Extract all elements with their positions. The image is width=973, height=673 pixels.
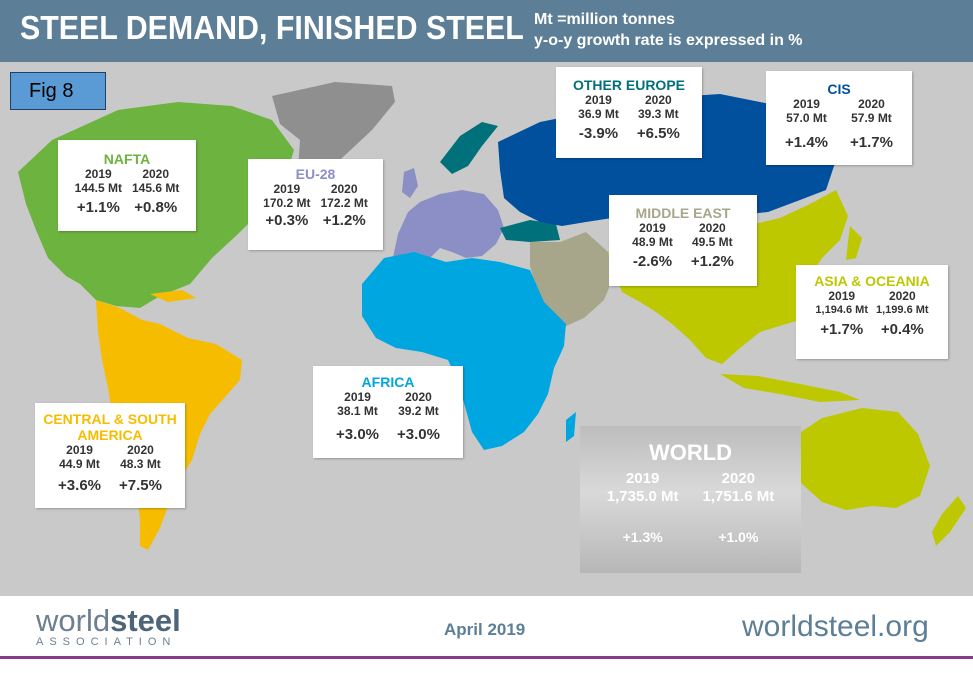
page-title: STEEL DEMAND, FINISHED STEEL xyxy=(20,9,524,46)
csa-box: CENTRAL & SOUTH AMERICA 2019 44.9 Mt +3.… xyxy=(35,403,185,508)
world-value-2020: 1,751.6 Mt xyxy=(702,488,775,505)
eu28-value-2020: 172.2 Mt xyxy=(320,196,368,210)
other-europe-growth-2020: +6.5% xyxy=(636,125,680,142)
world-growth-2019: +1.3% xyxy=(622,529,663,545)
asia-oceania-growth-2020: +0.4% xyxy=(880,321,924,338)
middle-east-box: MIDDLE EAST 2019 48.9 Mt -2.6% 2020 49.5… xyxy=(609,195,757,286)
logo-text-steel: steel xyxy=(110,603,181,638)
eu28-title: EU-28 xyxy=(295,166,336,182)
unit-note: Mt =million tonnes xyxy=(534,11,675,28)
middle-east-title: MIDDLE EAST xyxy=(635,205,731,221)
csa-title-line2: AMERICA xyxy=(77,427,143,443)
caribbean-shape xyxy=(150,290,196,302)
nafta-growth-2019: +1.1% xyxy=(76,199,120,216)
csa-year-2019: 2019 xyxy=(66,443,93,457)
world-box: WORLD 2019 1,735.0 Mt +1.3% 2020 1,751.6… xyxy=(580,426,801,573)
asia-oceania-value-2020: 1,199.6 Mt xyxy=(876,304,929,316)
africa-year-2019: 2019 xyxy=(344,390,371,404)
cis-title: CIS xyxy=(827,81,851,97)
nafta-year-2020: 2020 xyxy=(142,167,170,181)
nafta-title: NAFTA xyxy=(103,151,151,167)
madagascar-shape xyxy=(566,412,576,442)
asia-oceania-title: ASIA & OCEANIA xyxy=(814,273,930,289)
africa-value-2020: 39.2 Mt xyxy=(398,404,439,418)
asia-oceania-growth-2019: +1.7% xyxy=(820,321,864,338)
worldsteel-logo: worldsteel ASSOCIATION xyxy=(36,603,181,649)
indonesia-shape xyxy=(720,374,860,402)
other-europe-value-2020: 39.3 Mt xyxy=(637,107,679,121)
world-year-2019: 2019 xyxy=(625,470,660,487)
logo-subtitle: ASSOCIATION xyxy=(36,636,177,648)
csa-title-line1: CENTRAL & SOUTH xyxy=(43,411,177,427)
eu28-year-2019: 2019 xyxy=(273,182,301,196)
africa-value-2019: 38.1 Mt xyxy=(337,404,378,418)
other-europe-box: OTHER EUROPE 2019 36.9 Mt -3.9% 2020 39.… xyxy=(556,67,702,158)
cis-year-2019: 2019 xyxy=(793,97,820,111)
eu28-year-2020: 2020 xyxy=(330,182,358,196)
new-zealand-shape xyxy=(932,496,966,546)
other-europe-value-2019: 36.9 Mt xyxy=(578,107,619,121)
africa-year-2020: 2020 xyxy=(405,390,432,404)
cis-value-2019: 57.0 Mt xyxy=(786,111,827,125)
csa-value-2019: 44.9 Mt xyxy=(59,457,100,471)
turkey-shape xyxy=(500,220,560,242)
figure-label: Fig 8 xyxy=(10,72,106,110)
cis-box: CIS 2019 57.0 Mt +1.4% 2020 57.9 Mt +1.7… xyxy=(766,71,912,165)
eu28-box: EU-28 2019 170.2 Mt +0.3% 2020 172.2 Mt … xyxy=(248,159,383,250)
cis-year-2020: 2020 xyxy=(858,97,885,111)
australia-shape xyxy=(790,408,930,510)
middle-east-value-2020: 49.5 Mt xyxy=(691,235,733,249)
world-title: WORLD xyxy=(648,440,733,465)
other-europe-year-2020: 2020 xyxy=(644,93,672,107)
nafta-value-2019: 144.5 Mt xyxy=(74,181,122,195)
publication-date: April 2019 xyxy=(444,620,526,639)
world-value-2019: 1,735.0 Mt xyxy=(606,488,679,505)
cis-growth-2019: +1.4% xyxy=(785,134,828,151)
asia-oceania-year-2019: 2019 xyxy=(828,289,856,303)
middle-east-year-2019: 2019 xyxy=(639,221,666,235)
header-bar: STEEL DEMAND, FINISHED STEEL Mt =million… xyxy=(0,0,973,62)
middle-east-growth-2020: +1.2% xyxy=(690,253,734,270)
csa-value-2020: 48.3 Mt xyxy=(120,457,161,471)
world-year-2020: 2020 xyxy=(721,470,756,487)
other-europe-year-2019: 2019 xyxy=(585,93,612,107)
other-europe-title: OTHER EUROPE xyxy=(572,77,685,93)
footer-bottom-strip xyxy=(0,659,973,673)
nafta-year-2019: 2019 xyxy=(84,167,112,181)
greenland-shape xyxy=(272,82,395,182)
asia-oceania-year-2020: 2020 xyxy=(888,289,916,303)
middle-east-shape xyxy=(530,232,614,326)
cis-value-2020: 57.9 Mt xyxy=(851,111,892,125)
africa-shape xyxy=(362,252,566,450)
africa-box: AFRICA 2019 38.1 Mt +3.0% 2020 39.2 Mt +… xyxy=(313,366,463,458)
eu28-growth-2019: +0.3% xyxy=(265,212,309,229)
asia-oceania-value-2019: 1,194.6 Mt xyxy=(815,304,868,316)
africa-growth-2020: +3.0% xyxy=(397,426,440,443)
eu28-shape xyxy=(392,190,504,266)
middle-east-year-2020: 2020 xyxy=(698,221,726,235)
japan-shape xyxy=(846,226,862,260)
world-growth-2020: +1.0% xyxy=(718,529,759,545)
asia-oceania-box: ASIA & OCEANIA 2019 1,194.6 Mt +1.7% 202… xyxy=(796,265,948,359)
csa-year-2020: 2020 xyxy=(127,443,154,457)
africa-growth-2019: +3.0% xyxy=(336,426,379,443)
nafta-growth-2020: +0.8% xyxy=(134,199,178,216)
africa-title: AFRICA xyxy=(361,374,415,390)
eu28-value-2019: 170.2 Mt xyxy=(263,196,311,210)
website-url[interactable]: worldsteel.org xyxy=(742,610,929,643)
middle-east-growth-2019: -2.6% xyxy=(632,253,673,270)
nafta-value-2020: 145.6 Mt xyxy=(132,181,180,195)
footer-divider xyxy=(0,656,973,659)
uk-shape xyxy=(402,168,418,198)
cis-growth-2020: +1.7% xyxy=(850,134,893,151)
csa-growth-2019: +3.6% xyxy=(58,477,101,494)
growth-note: y-o-y growth rate is expressed in % xyxy=(534,32,803,49)
eu28-growth-2020: +1.2% xyxy=(322,212,366,229)
middle-east-value-2019: 48.9 Mt xyxy=(632,235,673,249)
csa-growth-2020: +7.5% xyxy=(119,477,162,494)
other-europe-growth-2019: -3.9% xyxy=(578,125,619,142)
other-europe-shape xyxy=(440,122,498,174)
logo-text-world: world xyxy=(36,603,111,638)
nafta-box: NAFTA 2019 144.5 Mt +1.1% 2020 145.6 Mt … xyxy=(58,140,196,231)
